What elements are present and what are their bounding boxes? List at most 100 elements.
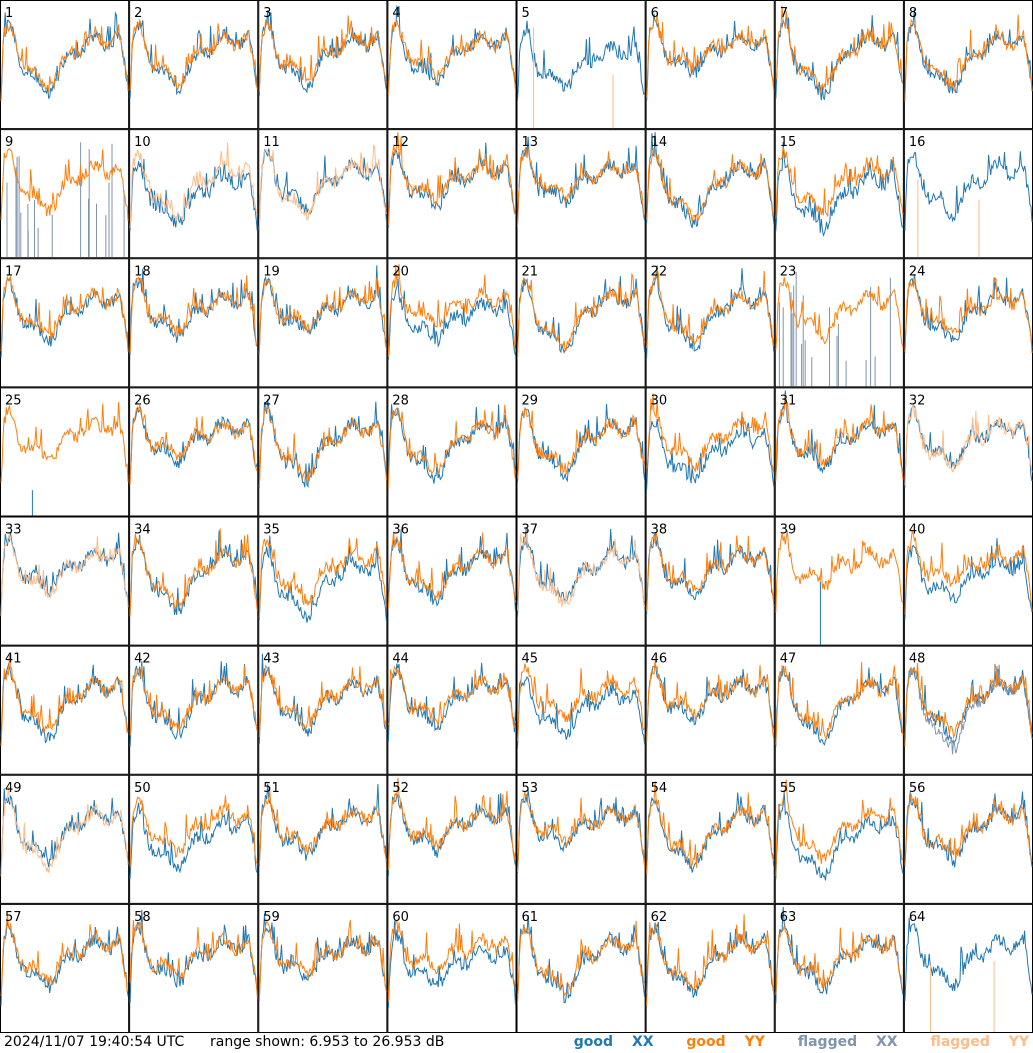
series-line-4 — [387, 19, 516, 94]
series-line-29 — [517, 407, 646, 478]
series-line-31 — [775, 393, 904, 482]
series-line-6 — [646, 13, 775, 98]
tile-label-46: 46 — [651, 652, 668, 667]
series-line-54 — [646, 792, 775, 873]
series-line-44 — [387, 665, 516, 729]
tile-label-12: 12 — [392, 135, 409, 150]
tile-label-25: 25 — [5, 393, 22, 408]
tile-label-59: 59 — [263, 910, 280, 925]
tile-frame-49 — [0, 774, 130, 904]
tile-frame-52 — [387, 774, 517, 904]
series-line-34 — [129, 528, 258, 617]
tile-label-48: 48 — [909, 652, 926, 667]
series-line-15 — [775, 147, 904, 219]
series-line-21 — [517, 272, 646, 360]
series-line-2 — [129, 18, 258, 91]
tile-label-9: 9 — [5, 135, 13, 150]
series-line-49 — [0, 786, 129, 877]
series-line-20 — [387, 276, 516, 361]
tile-label-27: 27 — [263, 393, 280, 408]
tile-label-5: 5 — [522, 6, 530, 21]
legend-flagged-yy: flagged YY — [930, 1034, 1029, 1050]
series-line-61 — [517, 915, 646, 1004]
tile-frame-3 — [258, 0, 388, 130]
tile-frame-7 — [774, 0, 904, 130]
series-line-64 — [904, 917, 1033, 1002]
tile-label-50: 50 — [134, 781, 151, 796]
series-line-30 — [646, 393, 775, 474]
series-line-33 — [0, 531, 129, 615]
series-line-11 — [258, 144, 387, 230]
series-line-12 — [387, 132, 516, 226]
legend-flagged-xx: flagged XX — [797, 1034, 898, 1050]
tile-label-21: 21 — [522, 264, 539, 279]
tile-label-6: 6 — [651, 6, 659, 21]
legend: good XX good YY flagged XX flagged YY — [546, 1034, 1029, 1050]
tile-label-35: 35 — [263, 523, 280, 538]
tile-frame-2 — [129, 0, 259, 130]
series-line-59 — [258, 920, 387, 1000]
tile-frame-9 — [0, 129, 130, 259]
series-line-51 — [258, 790, 387, 866]
series-line-27 — [258, 405, 387, 487]
tile-label-45: 45 — [522, 652, 539, 667]
tile-label-4: 4 — [392, 6, 400, 21]
series-line-23 — [775, 276, 904, 351]
tile-label-54: 54 — [651, 781, 668, 796]
series-line-1 — [0, 23, 129, 102]
tile-label-18: 18 — [134, 264, 151, 279]
series-line-14 — [646, 148, 775, 223]
tile-label-22: 22 — [651, 264, 668, 279]
series-line-55 — [775, 789, 904, 881]
series-line-63 — [775, 906, 904, 1004]
series-line-13 — [517, 136, 646, 226]
tile-label-11: 11 — [263, 135, 280, 150]
tile-frame-25 — [0, 387, 130, 517]
series-line-57 — [0, 920, 129, 1006]
series-line-22 — [646, 265, 775, 359]
series-line-60 — [387, 920, 516, 1009]
tile-label-47: 47 — [780, 652, 797, 667]
tile-frame-39 — [774, 516, 904, 646]
series-line-17 — [0, 275, 129, 358]
series-line-18 — [129, 275, 258, 354]
tile-frame-40 — [903, 516, 1033, 646]
series-line-38 — [646, 531, 775, 612]
tile-label-44: 44 — [392, 652, 409, 667]
series-line-16 — [904, 151, 1033, 231]
tile-frame-17 — [0, 258, 130, 388]
tile-label-3: 3 — [263, 6, 271, 21]
series-line-19 — [258, 277, 387, 355]
tile-label-23: 23 — [780, 264, 797, 279]
tile-label-52: 52 — [392, 781, 409, 796]
tile-label-56: 56 — [909, 781, 926, 796]
series-line-33 — [0, 534, 129, 617]
tile-label-53: 53 — [522, 781, 539, 796]
tile-frame-28 — [387, 387, 517, 517]
series-line-26 — [129, 405, 258, 485]
series-line-10 — [129, 158, 258, 232]
series-line-29 — [517, 403, 646, 483]
tile-label-63: 63 — [780, 910, 797, 925]
tile-label-49: 49 — [5, 781, 22, 796]
series-line-44 — [387, 662, 516, 742]
series-line-45 — [517, 663, 645, 741]
series-line-50 — [129, 795, 258, 867]
series-line-55 — [775, 779, 904, 877]
series-line-28 — [387, 404, 516, 489]
series-line-32 — [904, 403, 1033, 486]
tile-frame-20 — [387, 258, 517, 388]
series-line-58 — [129, 919, 258, 998]
tile-label-26: 26 — [134, 393, 151, 408]
legend-good-yy: good YY — [686, 1034, 765, 1050]
tile-label-2: 2 — [134, 6, 142, 21]
tile-label-39: 39 — [780, 523, 797, 538]
series-line-42 — [129, 665, 258, 736]
series-line-56 — [904, 794, 1033, 866]
tile-label-58: 58 — [134, 910, 151, 925]
tile-label-28: 28 — [392, 393, 409, 408]
tile-label-60: 60 — [392, 910, 409, 925]
series-line-15 — [775, 141, 904, 238]
tile-frame-59 — [258, 903, 388, 1033]
series-line-17 — [0, 275, 129, 352]
